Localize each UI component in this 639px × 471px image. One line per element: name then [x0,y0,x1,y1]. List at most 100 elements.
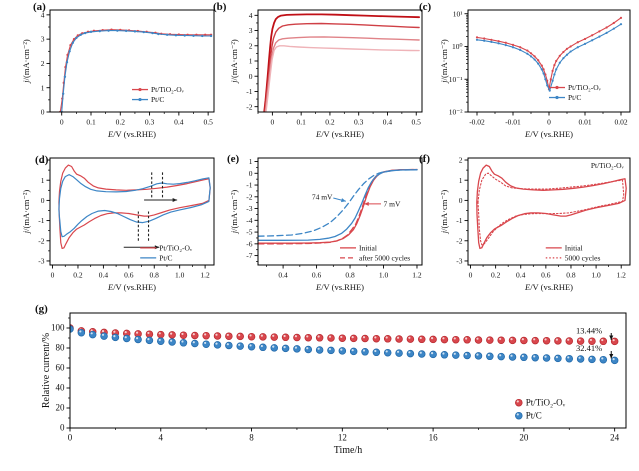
chart-text: 3 [249,26,253,35]
sphere-highlight [351,336,354,339]
data-point [475,38,479,41]
panel-label-d: (d) [35,154,49,166]
data-point-sphere [270,344,278,352]
data-point [562,57,565,60]
chart-text: 0 [68,433,73,443]
data-point-sphere [372,334,381,343]
chart-text: E/V (vs.RHE) [107,282,156,292]
data-point-sphere [520,353,528,362]
chart-text: Pt/TiO₂-Oᵥ [526,398,566,408]
data-point-sphere [315,346,324,354]
data-point [504,41,507,44]
sphere-highlight [430,337,434,340]
sphere-highlight [362,349,366,352]
data-point-sphere [191,331,199,340]
chart-text: 20 [56,403,66,413]
chart-text: 0.6 [312,271,322,280]
data-point-sphere [157,330,165,339]
sphere-highlight [430,352,434,355]
chart-text: 0.2 [491,271,501,280]
sphere-highlight [362,336,366,339]
sphere-highlight [408,351,411,354]
data-point-sphere [463,336,471,344]
series-0-line [476,17,622,90]
panel-e-chart: 74 mV 7 mV 0.4 0.6 0.8 1.0 1.2 -7 -6 -5 -4 -3 -2 -1 0 1… [229,157,423,292]
series-group [476,164,627,250]
sphere-highlight [238,334,241,337]
chart-text: 16 [429,433,439,443]
sphere-highlight [487,353,490,357]
data-point [529,55,533,58]
chart-text: Initial [359,243,377,252]
data-point-sphere [281,344,290,353]
data-point-sphere [554,337,562,345]
data-point [133,30,137,33]
chart-text: 10⁻² [449,108,463,117]
data-point [619,23,623,26]
series-group [258,168,418,245]
sphere-highlight [340,348,343,351]
chart-text: -6 [246,239,252,248]
data-point-sphere [531,353,539,362]
data-point [511,46,515,49]
legend: Pt/TiO₂-Oᵥ Pt/C [515,398,566,421]
chart-text: 4 [41,10,45,19]
sphere-highlight [317,335,320,338]
data-point [157,32,160,36]
sphere-highlight [181,340,184,343]
sphere-highlight [113,335,116,338]
data-point-sphere [213,341,222,349]
data-point-sphere [520,336,528,345]
chart-text: -3 [38,257,44,266]
legend-dot [138,97,142,102]
sphere-highlight [442,337,445,340]
data-point-sphere [440,335,449,344]
data-point [71,41,75,44]
series-3-line [265,45,420,112]
data-point [546,84,549,87]
chart-text: 80 [56,343,66,353]
data-point-sphere [429,350,437,359]
sphere-highlight [385,350,388,353]
data-point [591,34,594,37]
data-point [555,59,558,63]
series-1-line [58,174,211,238]
data-point [569,45,572,48]
data-point-sphere [338,347,347,355]
data-point [98,29,101,33]
data-point [540,64,543,67]
data-point-sphere [122,334,131,343]
data-point-sphere [349,334,358,343]
data-point [540,68,543,71]
data-point [558,61,561,64]
sphere-highlight [567,338,570,341]
sphere-highlight [158,338,161,341]
data-point [61,92,65,95]
arrowhead [340,198,346,203]
sphere-highlight [238,343,241,346]
chart-text: 0 [459,196,463,205]
data-point [75,36,78,40]
data-point-sphere [247,332,256,341]
chart-text: 0 [60,423,65,433]
chart-text: -1 [246,87,252,96]
chart-text: 4 [249,11,253,20]
sphere-highlight [249,334,252,337]
chart-text: 0.8 [345,271,355,280]
sphere-highlight [147,331,150,334]
chart-text: 0 [41,196,45,205]
data-point [533,55,536,58]
panel-label-b: (b) [213,1,227,13]
data-point [124,29,128,33]
panel-f-cv-cycling: Pt/TiO₂-Oᵥ 0 0.2 0.4 0.6 0.8 1.0 1.2 -3 -2 -1 0 1 2 E/… [432,150,637,303]
chart-text: 2 [41,59,45,68]
chart-text: 12 [338,433,347,443]
data-point [497,40,500,43]
panel-e-orr-durability: 74 mV 7 mV 0.4 0.6 0.8 1.0 1.2 -7 -6 -5 -4 -3 -2 -1 0 1… [226,150,428,303]
data-point-sphere [576,355,585,363]
chart-text: 100 [51,323,65,333]
data-point [526,49,529,52]
sphere-highlight [544,355,547,358]
data-point [475,36,479,39]
